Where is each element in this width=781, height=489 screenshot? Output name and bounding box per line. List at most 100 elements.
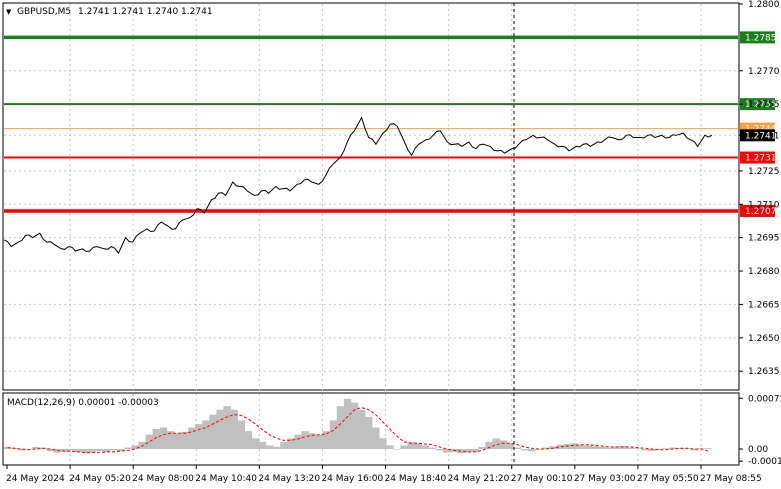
x-tick-label: 24 May 21:20 [448,474,510,484]
macd-bar [159,427,168,449]
macd-bar [584,445,592,449]
macd-bar [124,447,132,449]
level-price-tag [740,204,775,217]
current-price-tag [740,129,775,142]
y-tick-label: 1.2770 [748,67,780,77]
x-tick-label: 24 May 05:20 [69,474,131,484]
macd-bar [379,438,387,449]
level-price-label: 1.2785 [745,33,777,43]
level-price-tag [740,151,775,164]
price-line [3,116,713,255]
macd-bar [103,449,111,452]
macd-bar [648,449,656,452]
y-tick-label: 1.2665 [748,300,780,310]
macd-bar [287,438,295,449]
macd-bar [655,449,663,450]
macd-bar [216,409,224,449]
macd-bar [591,446,600,449]
macd-bar [641,449,649,451]
macd-bar [520,449,529,451]
y-tick-label: 1.2635 [748,367,780,377]
x-tick-label: 24 May 2024 [6,474,65,484]
macd-bar [173,433,182,449]
macd-tick-label: -0.00017 [748,457,781,467]
macd-indicator [4,399,713,454]
macd-bar [244,431,253,449]
macd-bar [336,406,345,449]
x-tick-label: 24 May 13:20 [258,474,320,484]
macd-bar [195,424,203,449]
macd-bar [294,434,302,449]
level-price-tag [740,31,775,44]
macd-bar [166,431,175,449]
price-plot-frame [2,2,740,391]
macd-bar [499,440,507,449]
macd-bar [400,445,408,449]
y-tick-label: 1.2695 [748,234,780,244]
macd-bar [46,449,54,452]
macd-bar [478,446,486,449]
macd-bar [421,445,430,449]
macd-bar [556,444,564,449]
macd-bar [435,449,444,451]
macd-bar [598,446,607,449]
x-tick-label: 27 May 00:10 [511,474,573,484]
macd-bar [138,441,146,449]
macd-bar [18,449,26,451]
macd-bar [386,445,394,449]
x-tick-label: 27 May 03:00 [574,474,636,484]
dropdown-arrow-icon[interactable]: ▼ [6,8,12,16]
macd-bar [145,434,153,449]
macd-bar [619,446,628,449]
y-tick-label: 1.2725 [748,167,780,177]
macd-bar [280,441,288,449]
x-tick-label: 27 May 08:55 [700,474,762,484]
macd-bar [237,420,246,449]
macd-bar [485,441,493,449]
x-tick-label: 24 May 18:40 [385,474,447,484]
level-price-tag [740,98,775,111]
macd-bar [273,446,281,449]
macd-bar [329,420,338,449]
macd-bar [74,449,83,452]
level-price-label: 1.2731 [745,154,777,164]
macd-tick-label: 0.00071 [748,394,781,404]
macd-bar [117,449,125,452]
macd-bar [372,427,380,449]
macd-bar [358,409,366,449]
y-tick-label: 1.2800 [748,0,780,10]
x-tick-label: 24 May 10:40 [195,474,257,484]
macd-bar [542,447,550,449]
macd-bar [570,443,578,449]
macd-bar [110,449,118,451]
macd-bar [96,449,104,452]
macd-bar [506,443,515,449]
macd-bar [612,446,621,449]
macd-bar [549,446,557,449]
macd-bar [669,447,677,449]
macd-bar [181,431,189,449]
macd-bar [428,447,437,449]
price-series [3,116,713,255]
macd-bar [634,448,642,449]
y-tick-label: 1.2710 [748,200,780,210]
macd-bar [350,402,359,449]
macd-bar [407,441,415,449]
macd-bar [442,449,451,453]
macd-bar [223,406,231,449]
macd-bar [414,443,423,449]
level-price-label: 1.2707 [745,207,777,217]
macd-tick-label: 0.00 [748,445,768,455]
macd-bar [308,433,316,449]
macd-bar [88,449,97,453]
x-tick-label: 24 May 16:00 [321,474,383,484]
macd-bar [230,409,238,449]
level-price-tag [740,122,775,135]
y-tick-label: 1.2650 [748,334,780,344]
macd-signal-line [7,407,709,454]
macd-bar [627,447,635,449]
macd-bar [704,448,713,449]
macd-bar [605,447,614,449]
